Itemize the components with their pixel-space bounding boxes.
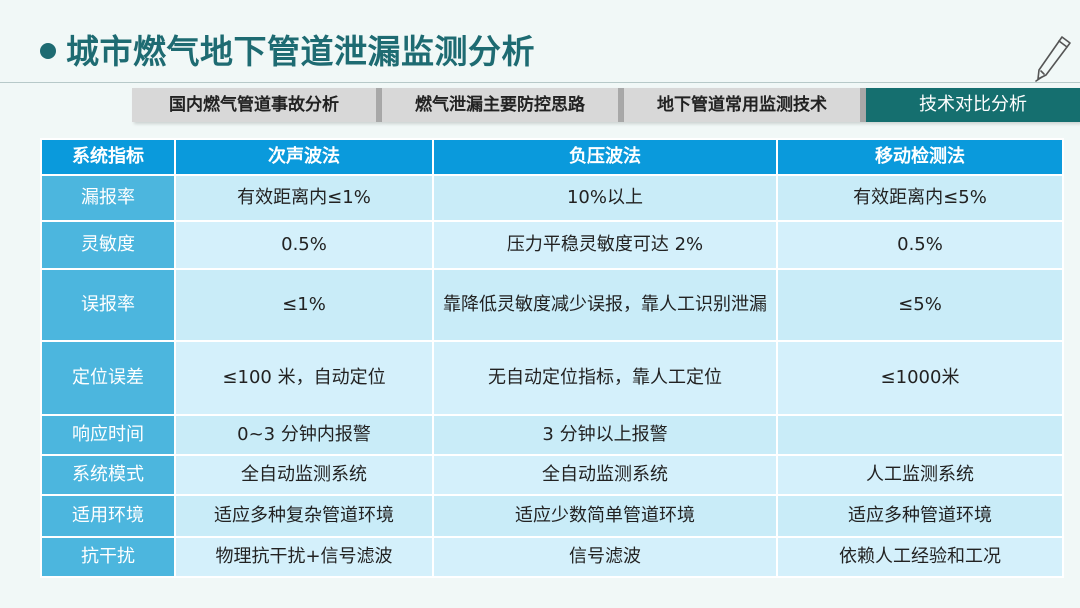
comparison-table: 系统指标 次声波法 负压波法 移动检测法 漏报率 有效距离内≤1% 10%以上 …: [40, 138, 1064, 578]
table-row: 漏报率 有效距离内≤1% 10%以上 有效距离内≤5%: [40, 174, 1064, 222]
table-cell: 有效距离内≤5%: [776, 174, 1064, 222]
table-row: 灵敏度 0.5% 压力平稳灵敏度可达 2% 0.5%: [40, 220, 1064, 270]
header-cell: 次声波法: [174, 138, 434, 176]
row-label: 响应时间: [40, 414, 176, 456]
table-cell: ≤1%: [174, 268, 434, 342]
table-cell: ≤1000米: [776, 340, 1064, 416]
table-row: 误报率 ≤1% 靠降低灵敏度减少误报，靠人工识别泄漏 ≤5%: [40, 268, 1064, 342]
table-cell: 适应多种复杂管道环境: [174, 494, 434, 538]
table-row: 响应时间 0~3 分钟内报警 3 分钟以上报警: [40, 414, 1064, 456]
row-label: 系统模式: [40, 454, 176, 496]
row-label: 定位误差: [40, 340, 176, 416]
table-cell: 3 分钟以上报警: [432, 414, 778, 456]
page-title: 城市燃气地下管道泄漏监测分析: [66, 32, 535, 71]
table-cell: 物理抗干扰+信号滤波: [174, 536, 434, 578]
row-label: 适用环境: [40, 494, 176, 538]
table-cell: ≤100 米，自动定位: [174, 340, 434, 416]
header-cell: 系统指标: [40, 138, 176, 176]
tab-technology-comparison[interactable]: 技术对比分析: [866, 88, 1080, 122]
table-cell: 依赖人工经验和工况: [776, 536, 1064, 578]
table-row: 定位误差 ≤100 米，自动定位 无自动定位指标，靠人工定位 ≤1000米: [40, 340, 1064, 416]
tab-accident-analysis[interactable]: 国内燃气管道事故分析: [132, 88, 382, 122]
table-cell: 靠降低灵敏度减少误报，靠人工识别泄漏: [432, 268, 778, 342]
row-label: 误报率: [40, 268, 176, 342]
tab-prevention-approach[interactable]: 燃气泄漏主要防控思路: [382, 88, 624, 122]
table-cell: 无自动定位指标，靠人工定位: [432, 340, 778, 416]
title-bullet-dot: [40, 43, 56, 59]
table-cell: ≤5%: [776, 268, 1064, 342]
tab-monitoring-techniques[interactable]: 地下管道常用监测技术: [624, 88, 866, 122]
table-cell: 10%以上: [432, 174, 778, 222]
table-header-row: 系统指标 次声波法 负压波法 移动检测法: [40, 138, 1064, 176]
table-cell: 有效距离内≤1%: [174, 174, 434, 222]
table-cell: 适应多种管道环境: [776, 494, 1064, 538]
row-label: 漏报率: [40, 174, 176, 222]
header-cell: 负压波法: [432, 138, 778, 176]
table-cell: 压力平稳灵敏度可达 2%: [432, 220, 778, 270]
table-cell: 全自动监测系统: [432, 454, 778, 496]
table-cell: 人工监测系统: [776, 454, 1064, 496]
table-row: 系统模式 全自动监测系统 全自动监测系统 人工监测系统: [40, 454, 1064, 496]
table-cell: 0.5%: [174, 220, 434, 270]
title-divider: [0, 82, 1080, 83]
row-label: 抗干扰: [40, 536, 176, 578]
table-cell: 0~3 分钟内报警: [174, 414, 434, 456]
table-cell: [776, 414, 1064, 456]
row-label: 灵敏度: [40, 220, 176, 270]
table-row: 适用环境 适应多种复杂管道环境 适应少数简单管道环境 适应多种管道环境: [40, 494, 1064, 538]
table-cell: 信号滤波: [432, 536, 778, 578]
table-cell: 适应少数简单管道环境: [432, 494, 778, 538]
table-cell: 全自动监测系统: [174, 454, 434, 496]
table-cell: 0.5%: [776, 220, 1064, 270]
table-row: 抗干扰 物理抗干扰+信号滤波 信号滤波 依赖人工经验和工况: [40, 536, 1064, 578]
header-cell: 移动检测法: [776, 138, 1064, 176]
pen-icon: [1035, 36, 1071, 82]
section-tabs: 国内燃气管道事故分析 燃气泄漏主要防控思路 地下管道常用监测技术 技术对比分析: [132, 88, 1080, 122]
